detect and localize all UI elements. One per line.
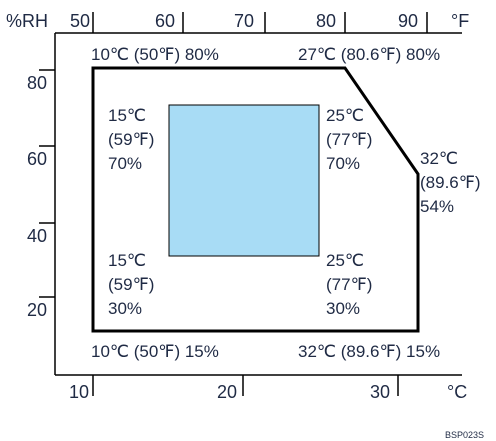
f-tick-marks bbox=[92, 12, 428, 33]
outer-bottom-left-label: 10℃ (50℉) 15% bbox=[91, 342, 219, 361]
rh-tick-label: 80 bbox=[27, 73, 47, 93]
f-tick-label: 80 bbox=[316, 11, 336, 31]
f-tick-label: 50 bbox=[70, 11, 90, 31]
f-tick-label: 90 bbox=[398, 11, 418, 31]
rh-tick-label: 40 bbox=[27, 226, 47, 246]
outer-top-left-label: 10℃ (50℉) 80% bbox=[91, 45, 219, 64]
f-unit-label: °F bbox=[451, 11, 469, 31]
c-tick-label: 10 bbox=[69, 382, 89, 402]
outer-right-label-temp-c: 32℃ bbox=[420, 149, 458, 168]
inner-bottom-left-temp-c: 15℃ bbox=[108, 251, 146, 270]
rh-tick-marks bbox=[39, 69, 55, 298]
inner-bottom-right-temp-c: 25℃ bbox=[326, 251, 364, 270]
inner-top-left-temp-f: (59℉) bbox=[108, 130, 154, 149]
rh-tick-label: 20 bbox=[27, 300, 47, 320]
outer-right-label-temp-f: (89.6℉) bbox=[420, 173, 481, 192]
inner-top-left-rh: 70% bbox=[108, 154, 142, 173]
inner-bottom-left-temp-f: (59℉) bbox=[108, 275, 154, 294]
outer-top-right-label: 27℃ (80.6℉) 80% bbox=[298, 45, 440, 64]
c-unit-label: °C bbox=[447, 382, 467, 402]
c-tick-label: 30 bbox=[370, 382, 390, 402]
inner-bottom-right-rh: 30% bbox=[326, 299, 360, 318]
inner-top-right-temp-f: (77℉) bbox=[326, 130, 372, 149]
c-tick-label: 20 bbox=[217, 382, 237, 402]
c-tick-marks bbox=[92, 375, 399, 396]
inner-top-right-rh: 70% bbox=[326, 154, 360, 173]
inner-bottom-right-temp-f: (77℉) bbox=[326, 275, 372, 294]
outer-right-label-rh: 54% bbox=[420, 197, 454, 216]
figure-code: BSP023S bbox=[445, 430, 484, 440]
f-tick-label: 70 bbox=[234, 11, 254, 31]
rh-unit-label: %RH bbox=[6, 11, 48, 31]
inner-top-left-temp-c: 15℃ bbox=[108, 106, 146, 125]
f-tick-label: 60 bbox=[155, 11, 175, 31]
inner-top-right-temp-c: 25℃ bbox=[326, 106, 364, 125]
outer-bottom-right-label: 32℃ (89.6℉) 15% bbox=[298, 342, 440, 361]
rh-tick-label: 60 bbox=[27, 149, 47, 169]
inner-recommended-region bbox=[168, 104, 320, 257]
inner-bottom-left-rh: 30% bbox=[108, 299, 142, 318]
